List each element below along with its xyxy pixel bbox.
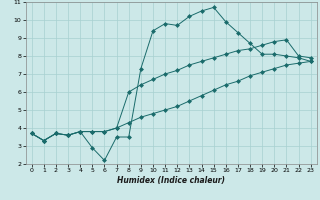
X-axis label: Humidex (Indice chaleur): Humidex (Indice chaleur) [117,176,225,185]
